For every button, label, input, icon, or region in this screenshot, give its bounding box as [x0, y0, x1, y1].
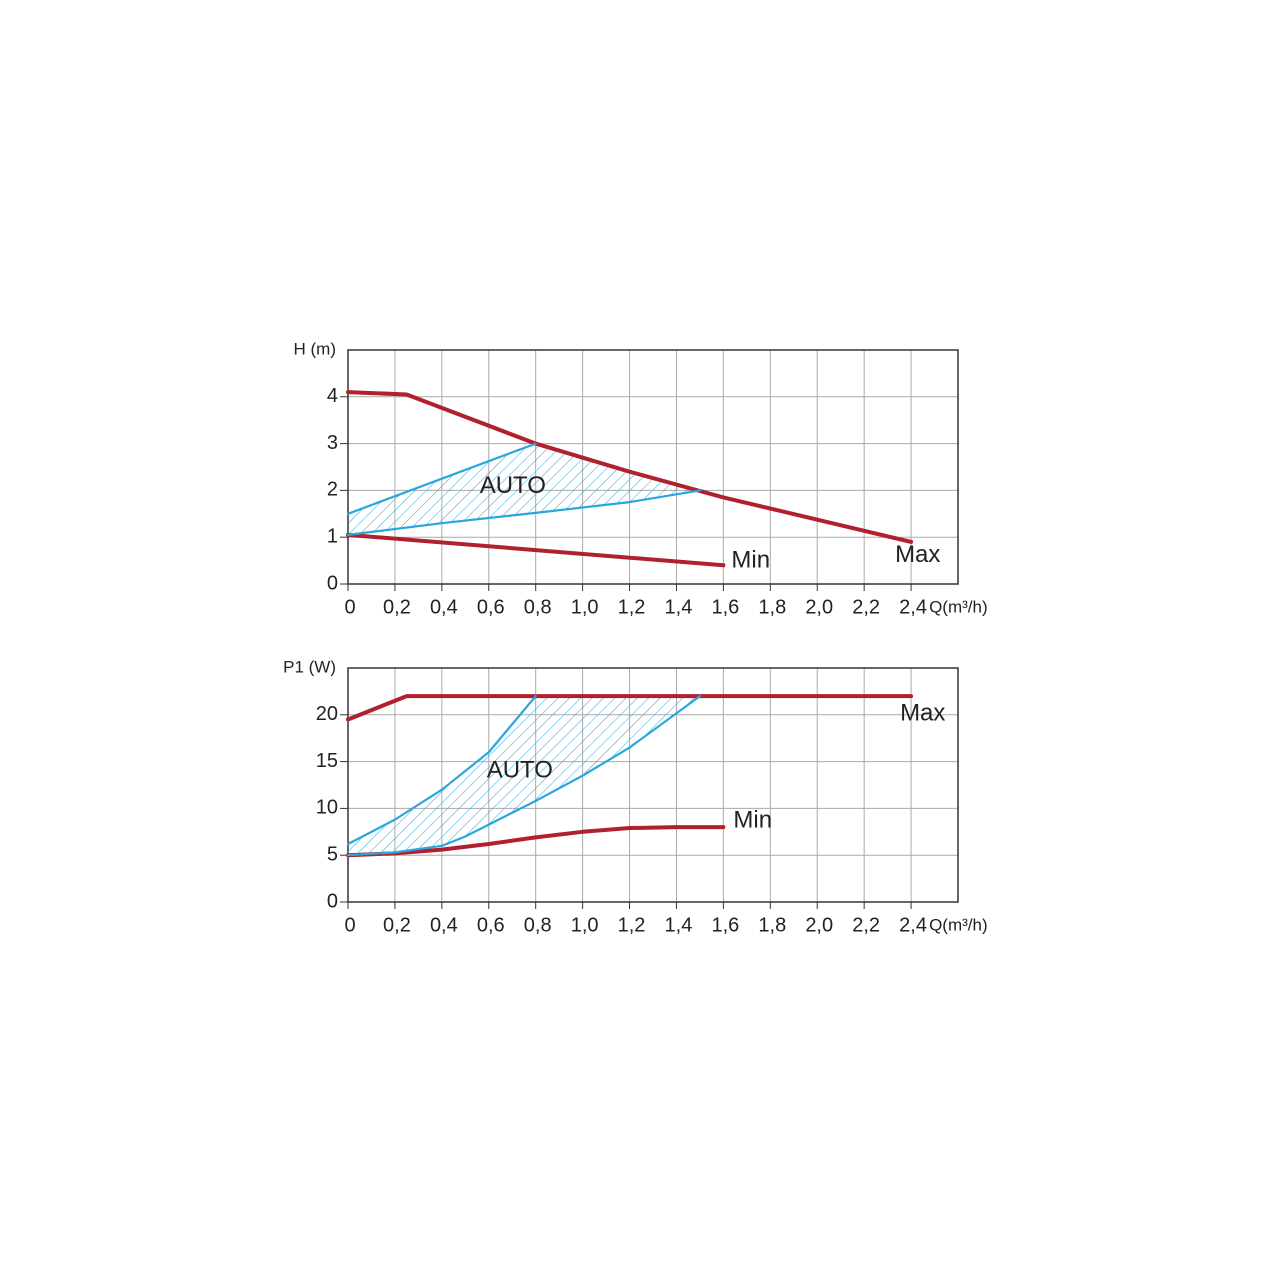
- x-tick-label: 0: [344, 596, 355, 618]
- series-line: [346, 694, 537, 846]
- series-line: [346, 442, 537, 515]
- x-tick-label: 0,4: [430, 596, 458, 618]
- x-tick-label: 0,8: [524, 596, 552, 618]
- y-tick-label: 20: [316, 703, 338, 725]
- series-label: Min: [733, 806, 772, 833]
- y-tick-label: 1: [327, 525, 338, 547]
- series-label: AUTO: [480, 472, 546, 499]
- y-tick-label: 0: [327, 572, 338, 594]
- x-tick-label: 0,8: [524, 914, 552, 936]
- x-tick-label: 1,2: [618, 914, 646, 936]
- y-tick-label: 3: [327, 432, 338, 454]
- series-label: AUTO: [487, 756, 553, 783]
- x-tick-label: 2,2: [852, 914, 880, 936]
- series-line: [346, 390, 914, 544]
- x-tick-label: 0,2: [383, 596, 411, 618]
- series-line: [346, 694, 702, 857]
- x-tick-label: 1,8: [758, 596, 786, 618]
- y-axis-label: P1 (W): [283, 657, 336, 676]
- series-label: Max: [900, 699, 945, 726]
- y-tick-label: 0: [327, 890, 338, 912]
- series-line: [346, 694, 914, 722]
- y-tick-label: 15: [316, 750, 338, 772]
- y-tick-label: 10: [316, 797, 338, 819]
- x-tick-label: 1,4: [665, 596, 693, 618]
- x-tick-label: 1,0: [571, 596, 599, 618]
- x-tick-label: 1,8: [758, 914, 786, 936]
- x-tick-label: 0,6: [477, 596, 505, 618]
- x-tick-label: 2,0: [805, 914, 833, 936]
- x-tick-label: 0,4: [430, 914, 458, 936]
- x-tick-label: 0,2: [383, 914, 411, 936]
- x-tick-label: 2,2: [852, 596, 880, 618]
- y-axis-label: H (m): [294, 339, 336, 358]
- y-tick-label: 2: [327, 479, 338, 501]
- x-tick-label: 0,6: [477, 914, 505, 936]
- series-line: [346, 532, 726, 568]
- plot-frame: [347, 349, 959, 585]
- plot-frame: [347, 667, 959, 903]
- series-line: [346, 489, 702, 536]
- x-tick-label: 0: [344, 914, 355, 936]
- x-tick-label: 1,2: [618, 596, 646, 618]
- auto-zone: [348, 696, 700, 856]
- x-tick-label: 1,6: [711, 914, 739, 936]
- y-tick-label: 4: [327, 385, 338, 407]
- series-label: Min: [731, 547, 770, 574]
- x-tick-label: 2,0: [805, 596, 833, 618]
- x-tick-label: 1,0: [571, 914, 599, 936]
- x-tick-label: 2,4: [899, 596, 927, 618]
- x-tick-label: 1,6: [711, 596, 739, 618]
- x-axis-label: Q(m³/h): [929, 915, 988, 934]
- series-line: [346, 825, 726, 858]
- x-tick-label: 1,4: [665, 914, 693, 936]
- x-tick-label: 2,4: [899, 914, 927, 936]
- x-axis-label: Q(m³/h): [929, 597, 988, 616]
- series-label: Max: [895, 541, 940, 568]
- y-tick-label: 5: [327, 843, 338, 865]
